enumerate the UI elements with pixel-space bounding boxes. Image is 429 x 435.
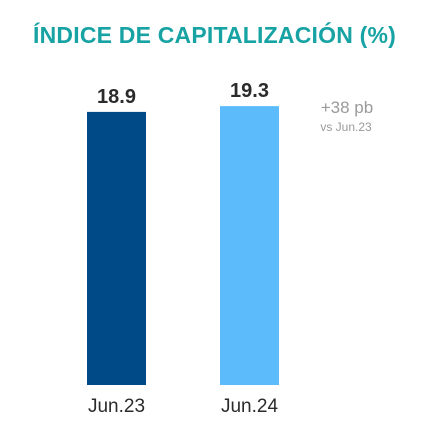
bars-group bbox=[87, 106, 279, 386]
annotation-comparison: vs Jun.23 bbox=[320, 120, 372, 134]
category-label-jun-23: Jun.23 bbox=[88, 396, 145, 417]
bar-jun-24 bbox=[220, 106, 279, 386]
value-label-jun-24: 19.3 bbox=[230, 80, 269, 102]
value-label-jun-23: 18.9 bbox=[97, 86, 136, 108]
chart-title: ÍNDICE DE CAPITALIZACIÓN (%) bbox=[33, 22, 396, 48]
category-labels-group: Jun.23 Jun.24 bbox=[88, 396, 278, 417]
value-labels-group: 18.9 19.3 bbox=[97, 80, 269, 108]
bar-jun-23 bbox=[87, 111, 146, 386]
annotation-delta: +38 pb bbox=[321, 98, 373, 117]
category-label-jun-24: Jun.24 bbox=[221, 396, 278, 417]
annotation: +38 pb vs Jun.23 bbox=[320, 98, 373, 134]
